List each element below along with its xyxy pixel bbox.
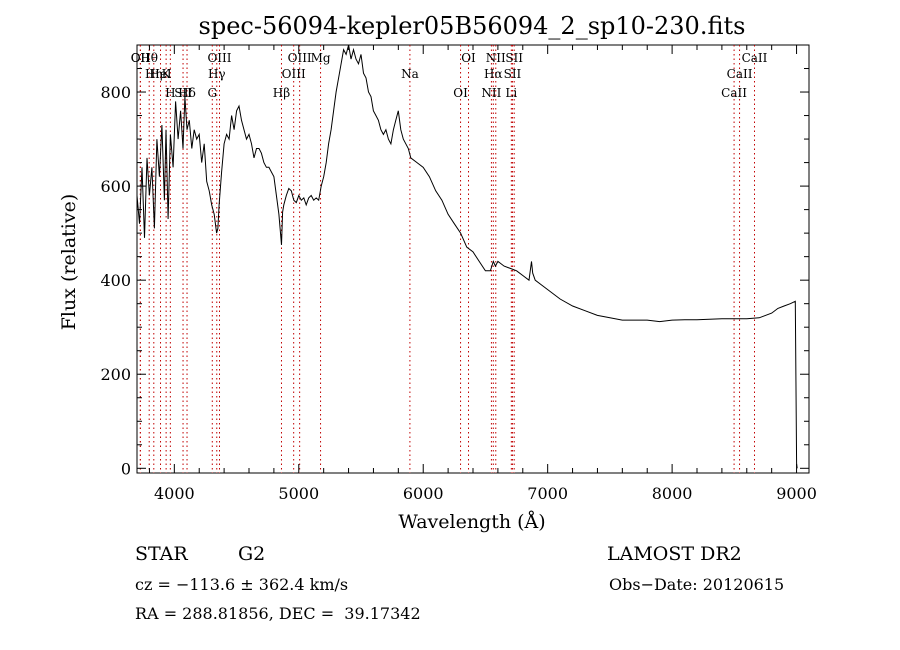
x-tick-label: 4000 — [154, 484, 195, 503]
spectral-line-label: OIII — [207, 51, 231, 65]
spectral-line-label: HeI — [149, 67, 172, 81]
spectral-line-label: Hβ — [273, 86, 290, 100]
x-tick-label: 8000 — [652, 484, 693, 503]
x-axis-label: Wavelength (Å) — [398, 511, 545, 533]
spectral-line-label: Li — [505, 86, 517, 100]
spectral-line-label: Hη — [145, 67, 163, 81]
y-tick-label: 400 — [100, 271, 131, 290]
spectral-line-label: Na — [401, 67, 419, 81]
y-axis-ticks: 0 200 400 600 800 — [100, 68, 809, 478]
y-axis-label: Flux (relative) — [58, 194, 80, 331]
spectral-line-label: Hα — [484, 67, 503, 81]
spectral-line-label: CaII — [727, 67, 753, 81]
y-tick-label: 200 — [100, 365, 131, 384]
spectral-line-label: K — [162, 67, 172, 81]
spectral-line-label: OIII — [288, 51, 312, 65]
x-tick-label: 9000 — [776, 484, 817, 503]
spectral-line-label: SII — [504, 67, 522, 81]
observation-date: Obs−Date: 20120615 — [609, 575, 785, 594]
spectral-line-label: OII — [131, 51, 151, 65]
x-tick-label: 7000 — [527, 484, 568, 503]
survey-name: LAMOST DR2 — [607, 543, 742, 565]
spectral-line-label: NII — [481, 86, 501, 100]
spectral-line-label: NII — [486, 51, 506, 65]
spectral-line-label: OII — [131, 51, 151, 65]
spectral-line-label: CaII — [742, 51, 768, 65]
x-axis-ticks: 4000 5000 6000 7000 8000 9000 — [148, 45, 817, 503]
spectral-line-labels: HθKHδOIIHeISIIOIIHηHOIIIHγGOIIIOIIIHβMgN… — [131, 51, 768, 100]
spectral-line-label: Hθ — [140, 51, 158, 65]
spectral-line-label: Mg — [311, 51, 331, 65]
spectral-line-label: SII — [505, 51, 523, 65]
spectral-subclass: G2 — [238, 543, 266, 565]
spectral-line-label: OI — [461, 51, 476, 65]
redshift-cz: cz = −113.6 ± 362.4 km/s — [135, 575, 349, 594]
spectral-line-label: CaII — [721, 86, 747, 100]
x-tick-label: 6000 — [403, 484, 444, 503]
spectral-line-label: SII — [174, 86, 192, 100]
y-tick-label: 800 — [100, 83, 131, 102]
y-tick-label: 0 — [121, 459, 131, 478]
x-tick-label: 5000 — [278, 484, 319, 503]
spectral-line-label: OIII — [282, 67, 306, 81]
spectral-line-markers — [139, 45, 755, 473]
spectrum-line — [136, 44, 798, 469]
spectral-line-label: H — [165, 86, 175, 100]
spectral-line-label: Hδ — [178, 86, 196, 100]
spectral-line-label: G — [207, 86, 217, 100]
y-tick-label: 600 — [100, 177, 131, 196]
chart-title: spec-56094-kepler05B56094_2_sp10-230.fit… — [199, 12, 746, 40]
object-type: STAR — [135, 543, 188, 565]
spectral-line-label: Hγ — [208, 67, 226, 81]
spectral-line-label: OI — [453, 86, 468, 100]
sky-coordinates: RA = 288.81856, DEC = 39.17342 — [135, 604, 421, 623]
